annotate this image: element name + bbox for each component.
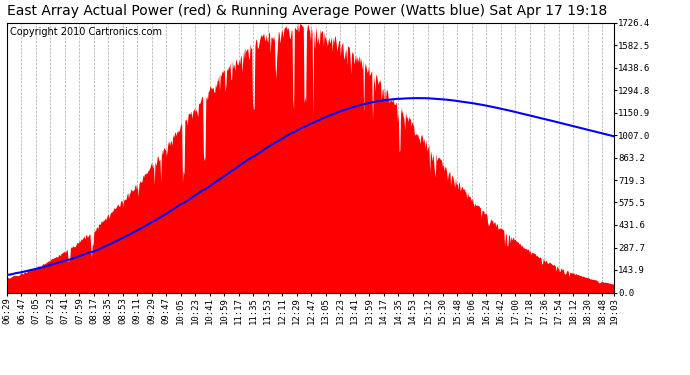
Text: East Array Actual Power (red) & Running Average Power (Watts blue) Sat Apr 17 19: East Array Actual Power (red) & Running … <box>7 4 607 18</box>
Text: Copyright 2010 Cartronics.com: Copyright 2010 Cartronics.com <box>10 27 162 36</box>
